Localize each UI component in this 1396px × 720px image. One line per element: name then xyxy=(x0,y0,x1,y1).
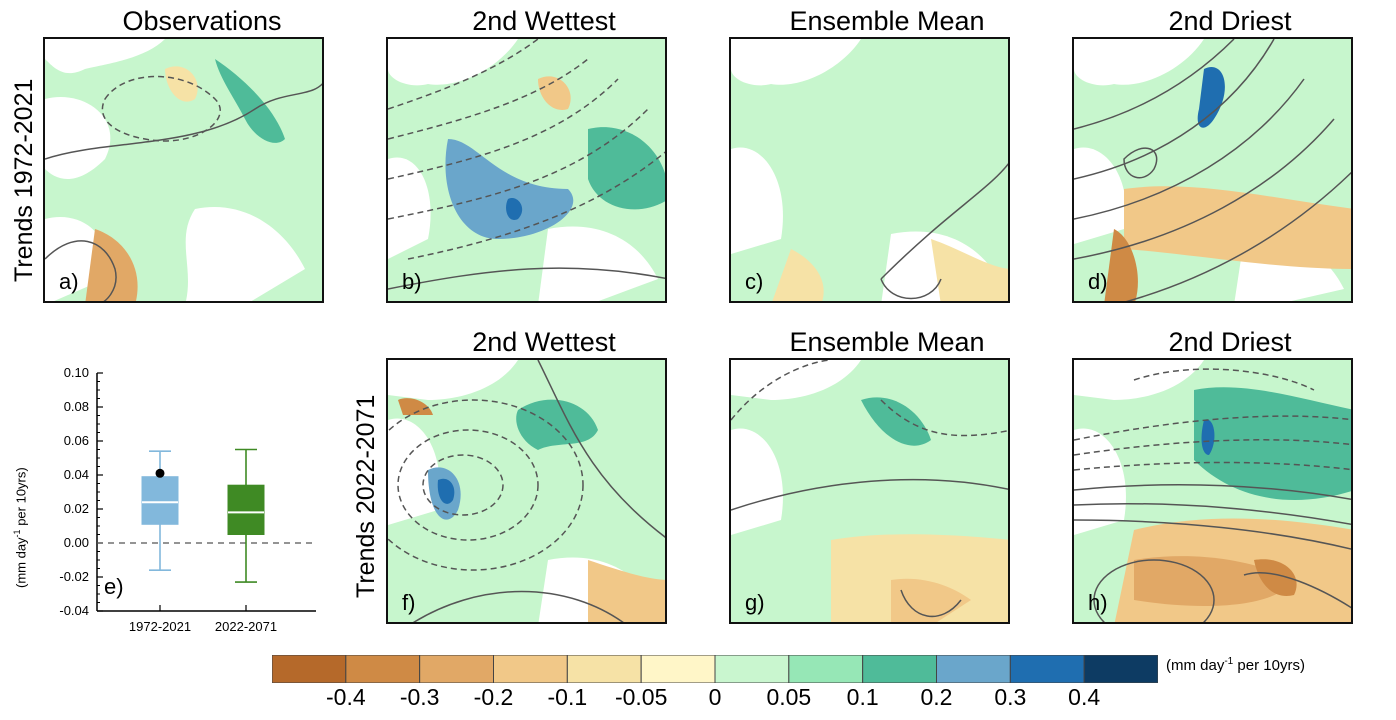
panel-label-e: e) xyxy=(104,574,124,599)
panel-label-c: c) xyxy=(745,269,764,294)
map-panel-c: c) xyxy=(729,37,1010,303)
box-iqr xyxy=(141,476,179,525)
map-panel-d: d) xyxy=(1072,37,1353,303)
colorbar-swatch xyxy=(1083,655,1158,683)
row-label-bottom: Trends 2022-2071 xyxy=(352,394,380,598)
y-tick-label: 0.04 xyxy=(64,467,89,482)
boxplot-chart: 0.10 0.08 0.06 0.04 0.02 0.00 -0.02 -0.04 1972-2… xyxy=(59,365,316,634)
box-iqr xyxy=(227,484,265,535)
colorbar-swatch xyxy=(419,655,495,683)
panel-label-h: h) xyxy=(1088,590,1108,615)
map-panel-b: b) xyxy=(386,37,667,303)
colorbar-tick-label: -0.2 xyxy=(473,684,514,710)
panel-title-b: 2nd Wettest xyxy=(472,6,616,36)
colorbar-unit: (mm day-1 per 10yrs) xyxy=(1166,656,1305,674)
map-f-graphic xyxy=(388,360,665,622)
colorbar-tick-label: 0.3 xyxy=(994,684,1027,710)
colorbar-swatch xyxy=(936,655,1011,683)
colorbar-tick-label: 0.1 xyxy=(846,684,879,710)
y-tick-label: 0.10 xyxy=(64,365,89,380)
panel-title-f: 2nd Wettest xyxy=(472,327,616,357)
panel-label-f: f) xyxy=(402,590,416,615)
map-d-graphic xyxy=(1074,39,1351,301)
panel-title-h: 2nd Driest xyxy=(1168,327,1292,357)
boxplot-marks xyxy=(141,448,265,583)
panel-label-g: g) xyxy=(745,590,765,615)
colorbar-tick-label: 0.4 xyxy=(1068,684,1101,710)
map-b-graphic xyxy=(388,39,665,301)
boxplot-axis: 0.10 0.08 0.06 0.04 0.02 0.00 -0.02 -0.04 1972-2… xyxy=(59,365,316,634)
colorbar-tick-label: 0.05 xyxy=(766,684,812,710)
map-c-graphic xyxy=(731,39,1008,301)
map-panel-f: f) xyxy=(386,358,667,624)
colorbar-swatch xyxy=(714,655,790,683)
colorbar-tick-label: 0.2 xyxy=(920,684,953,710)
boxplot-ylabel: (mm day-1 per 10yrs) xyxy=(12,467,28,588)
x-tick-label: 2022-2071 xyxy=(215,619,277,634)
colorbar-swatch xyxy=(862,655,938,683)
x-tick-label: 1972-2021 xyxy=(129,619,191,634)
colorbar-tick-label: 0 xyxy=(708,684,722,710)
y-tick-label: 0.00 xyxy=(64,535,89,550)
colorbar xyxy=(272,655,1158,683)
colorbar-swatch xyxy=(1009,655,1085,683)
colorbar-unit-base: (mm day xyxy=(1166,657,1225,674)
colorbar-tick-label: -0.1 xyxy=(547,684,588,710)
map-h-graphic xyxy=(1074,360,1351,622)
panel-label-b: b) xyxy=(402,269,422,294)
colorbar-unit-tail: per 10yrs) xyxy=(1233,657,1305,674)
observed-value-dot xyxy=(155,468,165,478)
panel-label-d: d) xyxy=(1088,269,1108,294)
colorbar-swatch xyxy=(640,655,716,683)
y-tick-label: -0.04 xyxy=(59,603,89,618)
map-panel-g: g) xyxy=(729,358,1010,624)
ylabel-base: (mm day xyxy=(13,537,29,588)
panel-label-a: a) xyxy=(59,269,79,294)
colorbar-tick-label: -0.4 xyxy=(326,684,366,710)
ylabel-exp: -1 xyxy=(12,529,22,538)
colorbar-tick-label: -0.05 xyxy=(614,684,668,710)
panel-title-c: Ensemble Mean xyxy=(789,6,985,36)
colorbar-tick-label: -0.3 xyxy=(399,684,440,710)
colorbar-swatch xyxy=(788,655,864,683)
y-tick-label: 0.02 xyxy=(64,501,89,516)
colorbar-swatch xyxy=(345,655,421,683)
colorbar-swatch xyxy=(493,655,568,683)
ylabel-tail: per 10yrs) xyxy=(13,467,29,530)
y-tick-label: 0.06 xyxy=(64,433,89,448)
colorbar-swatch xyxy=(566,655,642,683)
map-panel-h: h) xyxy=(1072,358,1353,624)
map-g-graphic xyxy=(731,360,1008,622)
colorbar-unit-exp: -1 xyxy=(1224,656,1234,667)
y-tick-label: -0.02 xyxy=(59,569,89,584)
colorbar-swatch xyxy=(272,655,347,683)
panel-title-g: Ensemble Mean xyxy=(789,327,985,357)
panel-title-a: Observations xyxy=(122,6,282,36)
panel-title-d: 2nd Driest xyxy=(1168,6,1292,36)
row-label-top: Trends 1972-2021 xyxy=(10,78,38,282)
y-tick-label: 0.08 xyxy=(64,399,89,414)
map-panel-a: a) xyxy=(43,37,324,303)
map-a-graphic xyxy=(45,39,322,301)
